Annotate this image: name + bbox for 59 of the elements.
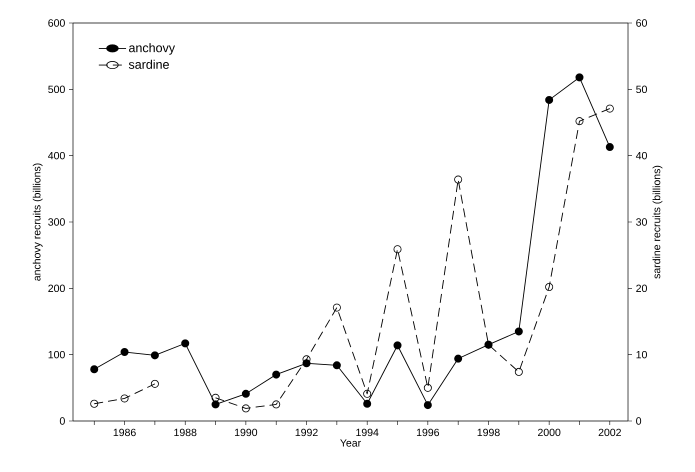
point — [606, 104, 614, 113]
point — [90, 400, 98, 408]
y2-tick-label: 40 — [636, 152, 647, 160]
x-tick-label: 1996 — [416, 428, 440, 436]
y-tick-label: 400 — [48, 152, 65, 160]
point — [424, 384, 432, 392]
point — [332, 361, 341, 370]
y-tick-label: 500 — [48, 86, 65, 94]
y-tick-label: 300 — [48, 218, 65, 226]
y2-axis-title: sardine recruits (billions) — [652, 166, 662, 279]
point — [120, 348, 129, 356]
x-tick-label: 1992 — [296, 428, 318, 436]
point — [90, 365, 98, 374]
y2-tick-label: 0 — [636, 417, 642, 425]
x-tick-label: 2000 — [538, 428, 560, 436]
point — [272, 370, 280, 379]
point — [606, 143, 614, 152]
y-tick-label: 100 — [48, 350, 65, 358]
y2-tick-label: 50 — [636, 86, 647, 94]
point — [394, 341, 402, 350]
point — [575, 73, 584, 82]
legend-label: anchovy — [129, 43, 176, 55]
x-tick-label: 1994 — [356, 428, 379, 436]
y-tick-label: 200 — [48, 284, 65, 292]
point — [575, 117, 584, 126]
x-tick-label: 1998 — [478, 428, 500, 436]
y2-tick-label: 10 — [636, 350, 647, 358]
x-tick-label: 1988 — [174, 428, 196, 436]
point — [514, 368, 523, 376]
legend-label: sardine — [128, 60, 169, 69]
point — [242, 404, 250, 412]
point — [212, 400, 220, 408]
y2-tick-label: 20 — [636, 284, 647, 292]
point — [454, 354, 462, 363]
point — [150, 380, 159, 388]
point — [242, 390, 250, 398]
y-tick-label: 600 — [48, 19, 65, 27]
point — [272, 400, 280, 408]
point — [545, 283, 554, 292]
y2-tick-label: 60 — [636, 19, 647, 27]
point — [212, 394, 220, 402]
point — [363, 400, 372, 408]
x-axis-title: Year — [340, 439, 361, 447]
point — [181, 339, 190, 348]
point — [545, 96, 554, 104]
point — [424, 401, 432, 410]
point — [363, 390, 372, 398]
x-tick-label: 1990 — [234, 428, 258, 436]
y-tick-label: 0 — [60, 417, 65, 425]
point — [454, 176, 462, 184]
y2-tick-label: 30 — [636, 218, 647, 226]
x-tick-label: 2002 — [598, 428, 621, 436]
point — [120, 394, 129, 402]
point — [394, 245, 402, 254]
point — [150, 351, 159, 360]
x-tick-label: 1986 — [114, 428, 136, 436]
y-axis-title: anchovy recruits (billions) — [32, 163, 43, 281]
point — [514, 327, 523, 336]
point — [332, 304, 341, 312]
